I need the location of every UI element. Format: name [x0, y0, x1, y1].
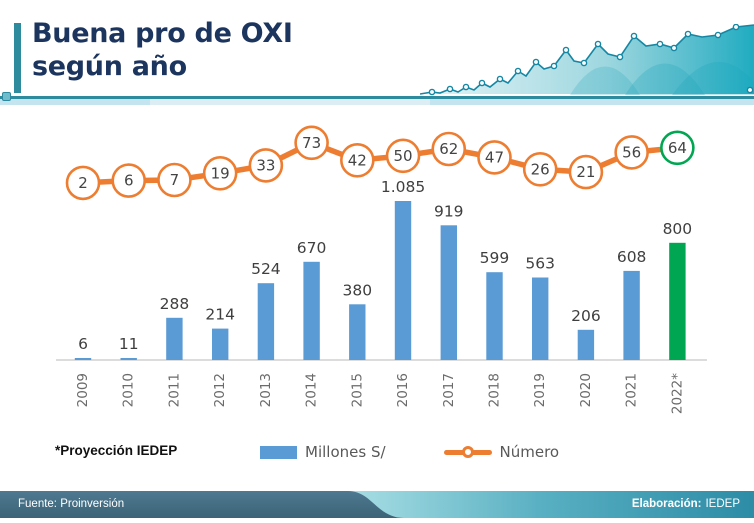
bar-2016	[394, 201, 412, 360]
line-value-label: 19	[211, 164, 230, 182]
x-tick-label: 2022*	[669, 373, 685, 414]
line-marker-2015	[340, 142, 375, 178]
line-marker-2013	[248, 148, 284, 183]
bar-value-label: 599	[480, 249, 510, 267]
x-tick-label: 2014	[304, 373, 320, 407]
x-tick-label: 2009	[75, 373, 91, 407]
line-marker-2022*	[660, 130, 695, 166]
page-title: Buena pro de OXI según año	[32, 18, 432, 84]
bar-2010	[120, 358, 137, 360]
bar-value-label: 206	[571, 307, 601, 325]
bar-value-label: 1.085	[381, 178, 425, 196]
line-marker-2018	[477, 140, 512, 175]
bar-value-label: 288	[160, 295, 190, 313]
line-value-label: 47	[485, 148, 504, 166]
bar-value-label: 670	[297, 239, 327, 257]
line-value-label: 73	[302, 134, 321, 152]
legend-line-marker	[443, 446, 492, 458]
legend-line-dot	[461, 446, 474, 458]
line-value-label: 64	[668, 139, 687, 157]
bar-value-label: 380	[343, 281, 373, 299]
line-value-label: 26	[531, 160, 550, 178]
line-marker-2017	[431, 131, 467, 167]
legend-line-label: Número	[499, 443, 560, 461]
bar-2012	[212, 328, 229, 360]
x-tick-label: 2020	[578, 373, 594, 407]
line-value-label: 2	[78, 174, 88, 192]
line-value-label: 6	[124, 172, 134, 190]
line-value-label: 33	[256, 156, 275, 174]
line-marker-2021	[614, 135, 649, 170]
bar-value-label: 524	[251, 260, 281, 278]
header-separator-dot	[2, 92, 11, 101]
line-marker-2011	[157, 162, 192, 198]
line-value-label: 62	[439, 140, 458, 158]
line-marker-2009	[65, 165, 101, 201]
legend-bar-swatch	[260, 445, 297, 459]
x-tick-label: 2019	[532, 373, 548, 407]
x-tick-label: 2015	[349, 373, 365, 407]
page-title-line1: Buena pro de OXI	[32, 18, 293, 49]
page-title-line2: según año	[32, 50, 187, 82]
bar-2013	[257, 283, 275, 360]
x-tick-label: 2011	[166, 373, 182, 407]
footer-elaboration: Elaboración: IEDEP	[632, 491, 740, 518]
header-separator-accent	[77, 98, 497, 99]
bar-2020	[577, 329, 595, 360]
line-marker-2020	[568, 154, 604, 190]
x-tick-label: 2012	[212, 373, 228, 407]
bar-2018	[486, 272, 503, 360]
bar-2017	[440, 225, 457, 360]
line-value-label: 21	[576, 163, 595, 181]
line-value-label: 50	[393, 147, 412, 165]
footer-band: Fuente: Proinversión Elaboración: IEDEP	[0, 491, 754, 518]
x-tick-label: 2017	[441, 373, 457, 407]
x-tick-label: 2016	[395, 373, 411, 407]
chart-legend: Millones S/ Número	[260, 440, 559, 464]
bar-value-label: 608	[617, 248, 647, 266]
x-tick-label: 2021	[624, 373, 640, 407]
bar-value-label: 214	[205, 306, 235, 324]
line-marker-2014	[294, 125, 329, 161]
x-tick-label: 2013	[258, 373, 274, 407]
main-chart: 6 2009 11 2010 288 2011 214 2012 524 2013 670 2014 3…	[56, 125, 707, 414]
line-marker-2010	[111, 163, 147, 198]
title-accent-bar	[14, 23, 21, 93]
line-value-label: 56	[622, 143, 641, 161]
header-separator-segment	[0, 99, 150, 105]
bar-2014	[303, 261, 320, 360]
bar-2009	[74, 358, 92, 360]
x-tick-label: 2010	[121, 373, 137, 407]
line-value-label: 42	[348, 151, 367, 169]
header-separator-band	[0, 99, 754, 105]
bar-value-label: 6	[78, 335, 88, 353]
header-separator-line	[0, 96, 754, 99]
header-separator-segment	[430, 99, 754, 105]
bar-2011	[166, 317, 183, 360]
bar-2021	[623, 270, 640, 360]
bar-value-label: 919	[434, 202, 464, 220]
footer-elaboration-label: Elaboración:	[631, 498, 702, 510]
bar-value-label: 11	[119, 335, 139, 353]
projection-footnote: *Proyección IEDEP	[55, 443, 178, 458]
bar-2015	[349, 304, 366, 360]
footer-elaboration-value: IEDEP	[705, 498, 740, 510]
x-tick-label: 2018	[486, 373, 502, 407]
line-marker-2019	[522, 151, 558, 187]
bar-2019	[532, 277, 549, 360]
bar-2022*	[669, 242, 686, 360]
bar-value-label: 800	[663, 220, 693, 238]
line-marker-2016	[385, 138, 421, 174]
line-marker-2012	[202, 156, 238, 191]
footer-band-graphic	[0, 491, 754, 518]
bar-value-label: 563	[525, 255, 555, 273]
line-value-label: 7	[170, 171, 180, 189]
decorative-area-chart-icon	[420, 24, 754, 96]
legend-bar-label: Millones S/	[305, 443, 386, 461]
footer-source: Fuente: Proinversión	[18, 498, 125, 510]
